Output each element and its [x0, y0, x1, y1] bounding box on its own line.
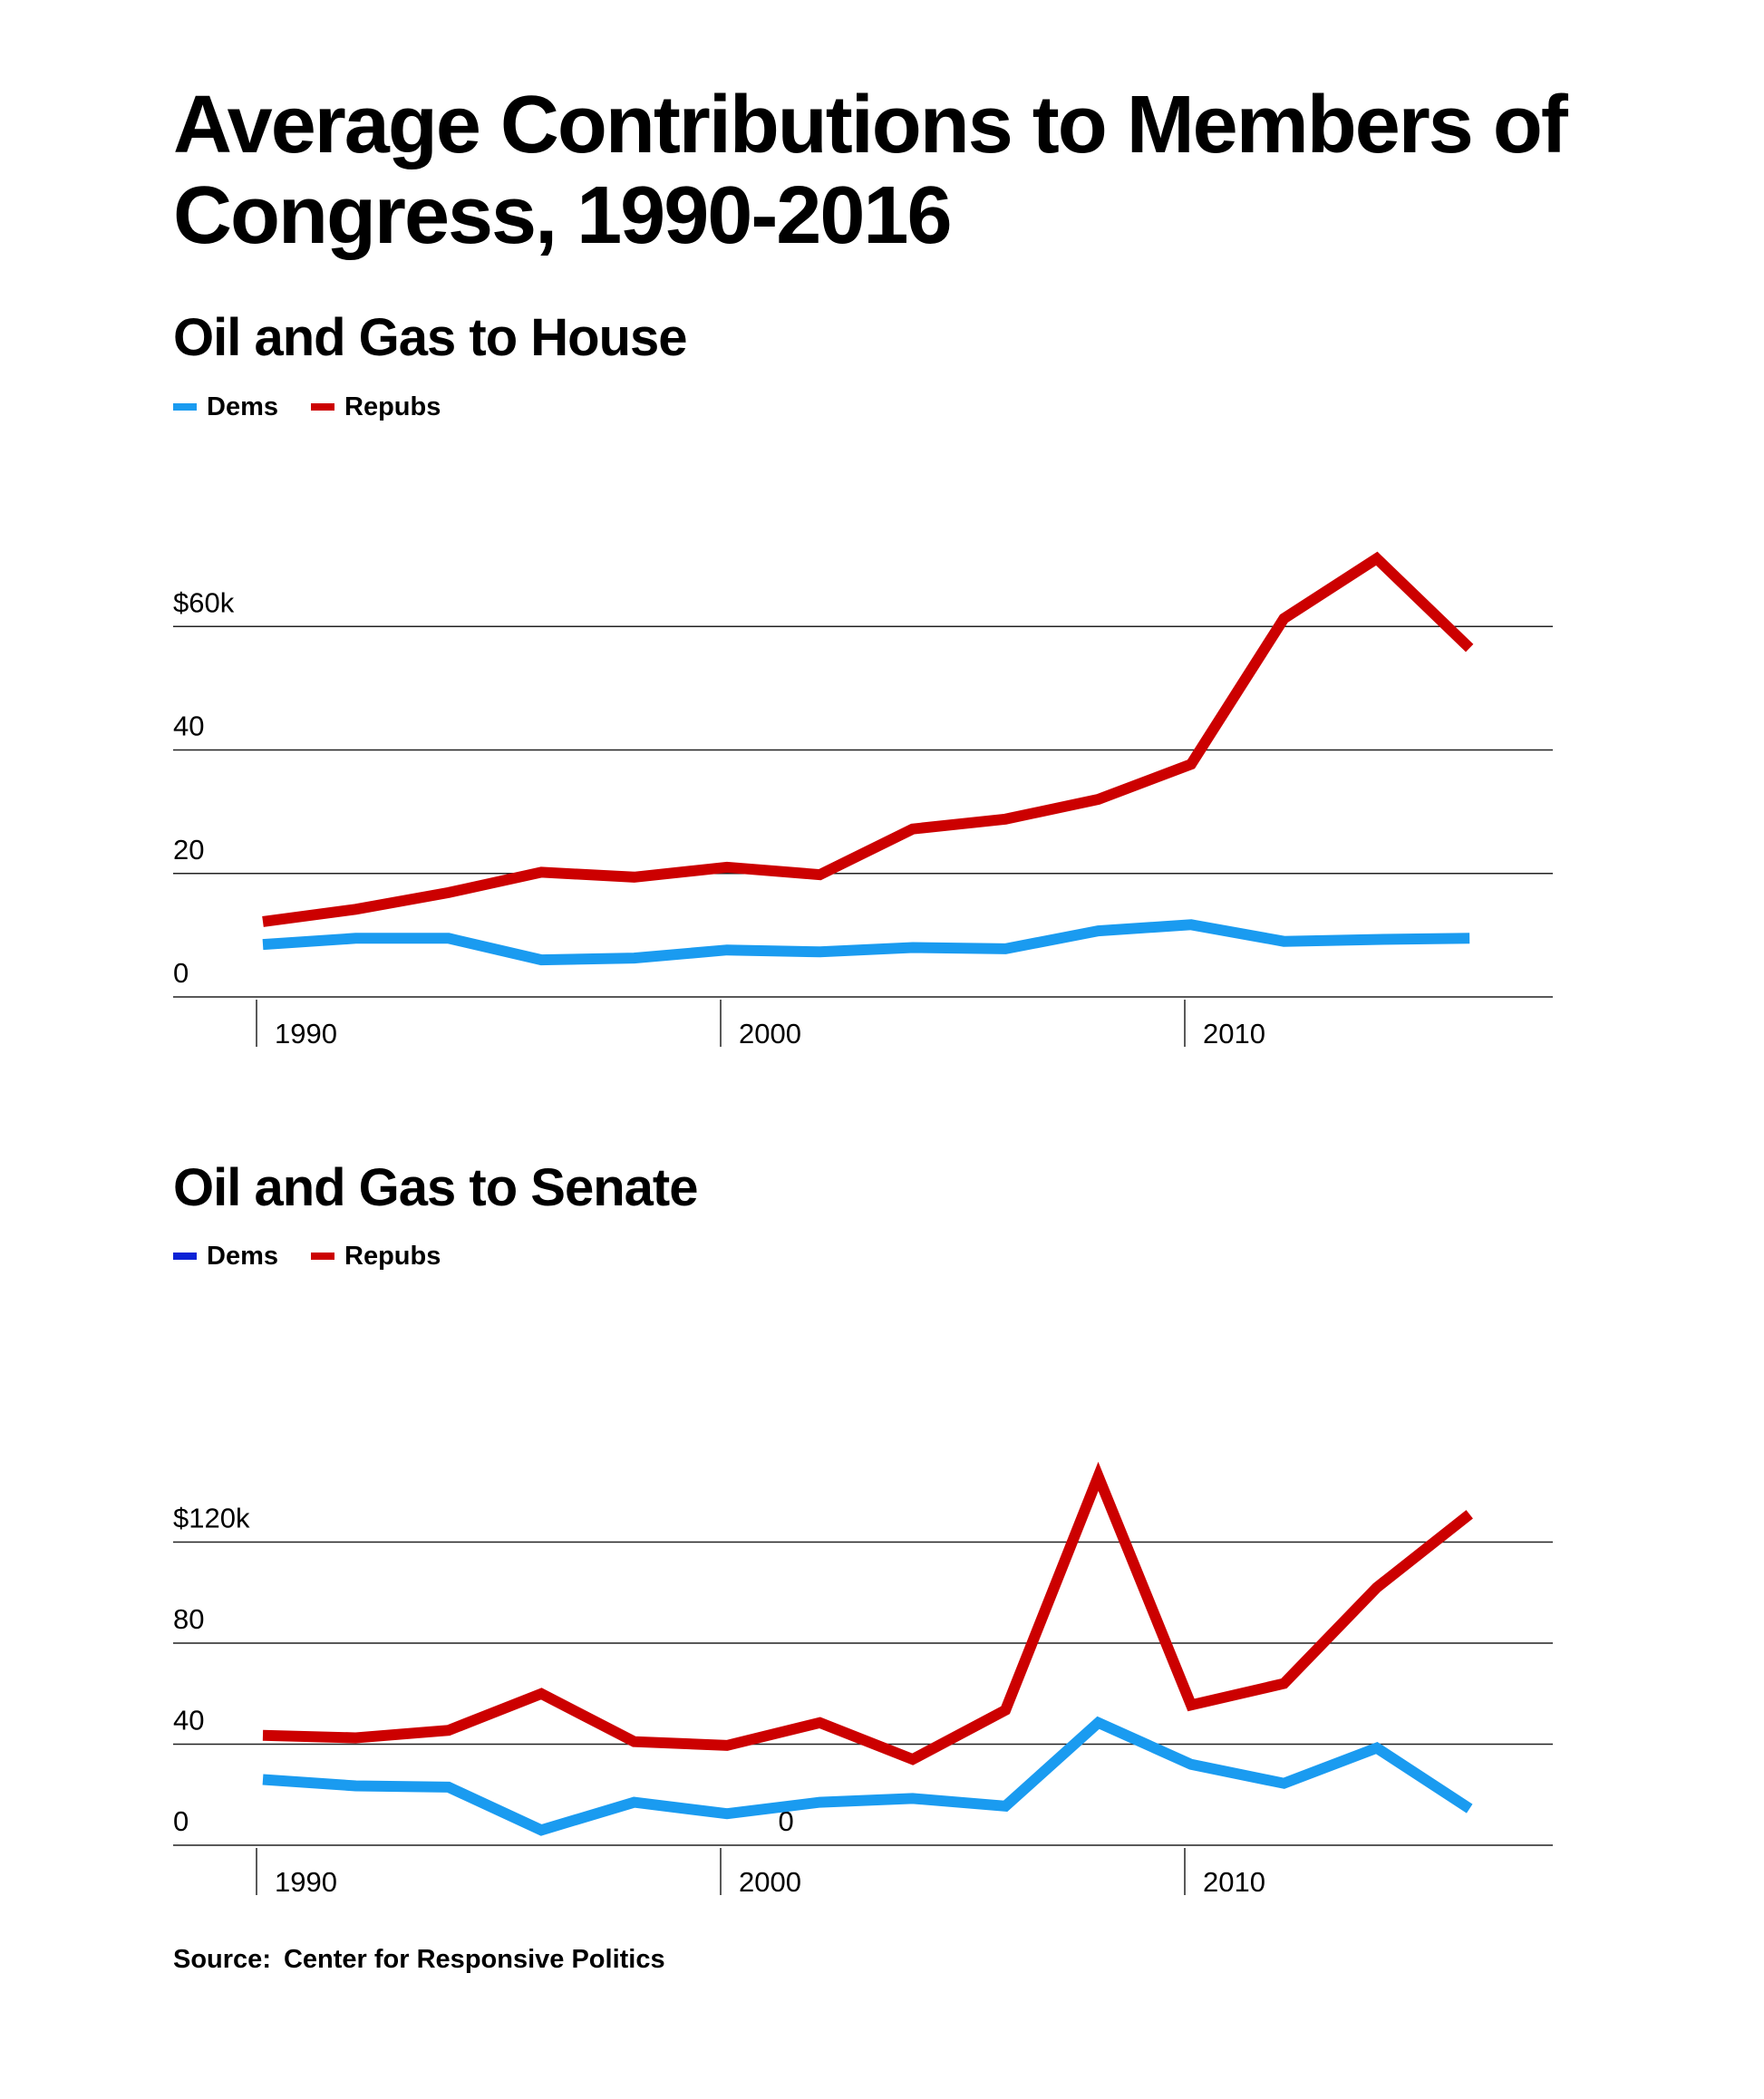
- senate-legend-repubs: Repubs: [311, 1242, 441, 1272]
- house-legend-dems: Dems: [173, 392, 278, 422]
- house-chart-x-tick-label: 2010: [1203, 1018, 1265, 1050]
- senate-chart-y-tick-label: 40: [173, 1705, 204, 1736]
- house-chart-x-tick-label: 2000: [739, 1018, 801, 1050]
- house-legend-repubs: Repubs: [311, 392, 441, 422]
- senate-legend-dems-label: Dems: [207, 1241, 278, 1271]
- house-chart-series-repubs: [262, 551, 1474, 927]
- senate-chart-series-repubs: [262, 1461, 1473, 1765]
- house-chart-series-dems: [262, 919, 1470, 966]
- senate-legend-repubs-label: Repubs: [344, 1241, 441, 1271]
- house-legend-dems-swatch: [173, 403, 197, 411]
- source-text: Center for Responsive Politics: [283, 1945, 665, 1974]
- house-chart-y-tick-label: 40: [173, 711, 204, 742]
- senate-legend-repubs-swatch: [311, 1253, 334, 1260]
- house-chart-title: Oil and Gas to House: [173, 308, 688, 367]
- senate-legend: Dems Repubs: [173, 1241, 473, 1272]
- senate-chart-y-tick-label: 0: [173, 1805, 189, 1837]
- senate-chart-x-tick-label: 2010: [1203, 1866, 1265, 1898]
- senate-chart-series-dems: [262, 1716, 1473, 1836]
- source-note: Source: Center for Responsive Politics: [173, 1945, 678, 1975]
- house-chart-y-tick-label: 20: [173, 834, 204, 866]
- senate-chart-annotation: 0: [779, 1805, 794, 1837]
- house-legend-dems-label: Dems: [207, 392, 278, 421]
- senate-chart-y-tick-label: $120k: [173, 1503, 250, 1534]
- senate-chart-y-tick-label: 80: [173, 1603, 204, 1635]
- source-label: Source:: [173, 1945, 271, 1974]
- senate-legend-dems-swatch: [173, 1253, 197, 1260]
- senate-chart-title: Oil and Gas to Senate: [173, 1158, 698, 1217]
- senate-legend-dems: Dems: [173, 1242, 278, 1272]
- house-legend-repubs-label: Repubs: [344, 392, 441, 421]
- senate-chart: 0 40 80 $120k 1990 2000 2010 0: [173, 1461, 1553, 1898]
- house-chart-y-tick-label: $60k: [173, 586, 235, 618]
- house-chart: 0 20 40 $60k 1990 2000 2010: [173, 551, 1553, 1050]
- senate-chart-x-tick-label: 2000: [739, 1866, 801, 1898]
- senate-chart-x-tick-label: 1990: [275, 1866, 337, 1898]
- house-legend-repubs-swatch: [311, 403, 334, 411]
- house-chart-x-tick-label: 1990: [275, 1018, 337, 1050]
- page-title: Average Contributions to Members of Cong…: [173, 80, 1568, 261]
- house-legend: Dems Repubs: [173, 392, 473, 422]
- house-chart-y-tick-label: 0: [173, 957, 189, 989]
